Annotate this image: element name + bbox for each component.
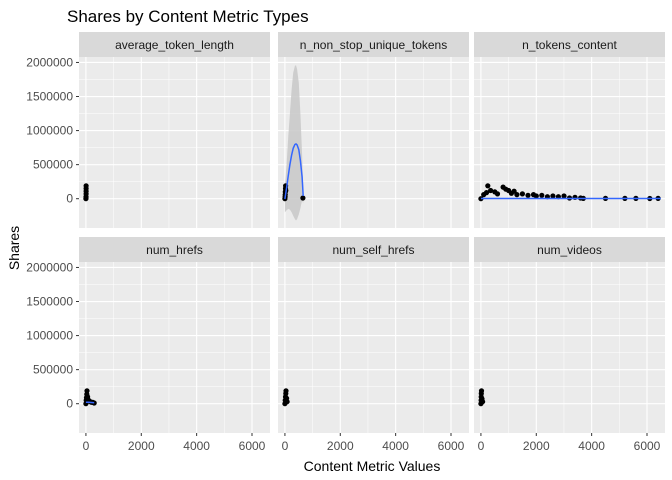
x-tick-label: 0 [478,439,485,453]
panel-background [79,262,270,433]
y-tick-label: 2000000 [26,260,73,274]
strip-background [474,237,665,262]
data-point [519,191,526,197]
x-tick-label: 4000 [382,439,409,453]
strip-label: num_videos [537,243,602,257]
data-point [539,192,545,198]
strip-background [79,32,270,57]
data-point [480,399,486,405]
y-tick-label: 500000 [33,363,73,377]
data-point [533,193,539,199]
strip-label: num_hrefs [146,243,203,257]
data-point [514,192,520,198]
x-tick-label: 6000 [634,439,661,453]
strip-label: n_tokens_content [522,38,617,52]
data-point [91,400,97,406]
x-tick-label: 2000 [327,439,354,453]
strip-background [474,32,665,57]
x-axis-title: Content Metric Values [304,458,441,474]
y-tick-label: 500000 [33,158,73,172]
panel-num_videos: num_videos 0 2000 4000 6000 [474,237,665,453]
strip-label: n_non_stop_unique_tokens [300,38,447,52]
data-point [483,190,490,196]
strip-label: num_self_hrefs [332,243,414,257]
x-tick-label: 4000 [183,439,210,453]
panel-average_token_length: average_token_length 0 500000 1000000 150000… [26,32,270,228]
panel-n_tokens_content: n_tokens_content [474,32,665,228]
data-point [550,193,556,199]
y-axis-title: Shares [6,226,22,270]
data-point [478,388,485,394]
y-tick-label: 0 [66,397,73,411]
x-tick-label: 6000 [438,439,465,453]
data-point [485,183,491,189]
panel-num_self_hrefs: num_self_hrefs 0 2000 4000 6000 [278,237,469,453]
panel-background [474,262,665,433]
panel-background [278,57,469,228]
panel-background [79,57,270,228]
y-tick-label: 0 [66,192,73,206]
data-point [284,399,290,405]
confidence-band [284,65,304,221]
data-point [83,183,89,189]
strip-background [278,237,469,262]
chart-title: Shares by Content Metric Types [67,7,309,26]
y-tick-label: 2000000 [26,55,73,69]
x-tick-label: 4000 [578,439,605,453]
strip-background [79,237,270,262]
data-point [283,388,289,394]
x-tick-label: 2000 [128,439,155,453]
data-point [488,187,494,194]
y-tick-label: 1000000 [26,124,73,138]
data-point [494,191,501,197]
panel-num_hrefs: num_hrefs 0 2000 4000 6000 0 500000 1000000 1500… [26,237,270,453]
panel-n_non_stop_unique_tokens: n_non_stop_unique_tokens [278,32,469,228]
x-tick-label: 2000 [523,439,550,453]
x-tick-label: 6000 [239,439,266,453]
panel-background [278,262,469,433]
smooth-line [284,142,304,200]
panel-background [474,57,665,228]
data-point [561,193,567,199]
data-point [300,195,306,201]
y-tick-label: 1000000 [26,329,73,343]
y-tick-label: 1500000 [26,295,73,309]
x-tick-label: 0 [83,439,90,453]
strip-background [278,32,469,57]
data-point [84,388,90,394]
strip-label: average_token_length [115,38,234,52]
facet-panels: average_token_length 0 500000 1000000 150000… [26,32,665,453]
x-tick-label: 0 [282,439,289,453]
y-tick-label: 1500000 [26,90,73,104]
data-point [525,192,531,198]
